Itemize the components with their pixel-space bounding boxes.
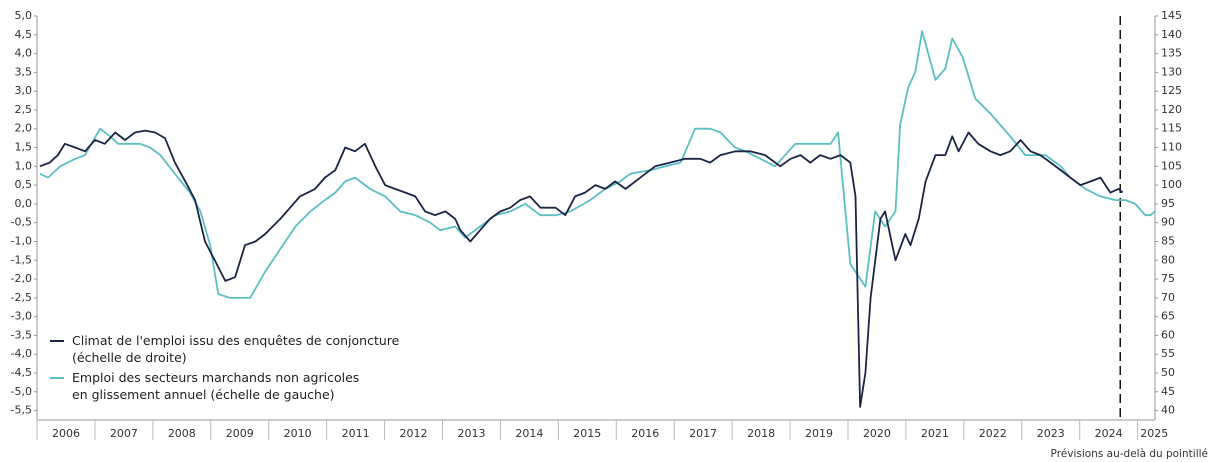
y-tick-label: 4,5: [15, 28, 33, 41]
x-tick-label: 2006: [52, 427, 80, 440]
x-tick-label: 2012: [400, 427, 428, 440]
y-tick-label: 2,5: [15, 103, 33, 116]
legend-swatch: [50, 377, 64, 379]
y-tick-label: -4,0: [11, 347, 32, 360]
x-tick-label: 2020: [863, 427, 891, 440]
x-tick-label: 2022: [979, 427, 1007, 440]
y2-tick-label: 140: [1161, 28, 1182, 41]
y-tick-label: -5,5: [11, 404, 32, 417]
y-tick-label: 3,0: [15, 84, 33, 97]
legend-swatch: [50, 340, 64, 342]
series-line: [39, 30, 1156, 299]
y2-tick-label: 120: [1161, 103, 1182, 116]
series-line: [39, 129, 1124, 408]
y2-tick-label: 95: [1161, 197, 1175, 210]
legend: Climat de l'emploi issu des enquêtes de …: [44, 330, 406, 410]
y-tick-label: -3,0: [11, 310, 32, 323]
legend-entry: Climat de l'emploi issu des enquêtes de …: [50, 332, 399, 366]
x-tick-label: 2010: [284, 427, 312, 440]
y2-tick-label: 80: [1161, 253, 1175, 266]
x-tick-label: 2017: [689, 427, 717, 440]
x-tick-label: 2023: [1037, 427, 1065, 440]
y2-tick-label: 115: [1161, 122, 1182, 135]
x-tick-label: 2016: [631, 427, 659, 440]
y2-tick-label: 90: [1161, 216, 1175, 229]
x-tick-label: 2009: [226, 427, 254, 440]
x-tick-label: 2013: [457, 427, 485, 440]
y-tick-label: 0,5: [15, 178, 33, 191]
y-tick-label: 5,0: [15, 9, 33, 22]
legend-label: Climat de l'emploi issu des enquêtes de …: [72, 333, 400, 365]
y2-tick-label: 100: [1161, 178, 1182, 191]
x-tick-label: 2025: [1140, 427, 1168, 440]
y2-tick-label: 65: [1161, 310, 1175, 323]
y2-tick-label: 60: [1161, 328, 1175, 341]
y2-tick-label: 145: [1161, 9, 1182, 22]
x-tick-label: 2024: [1095, 427, 1123, 440]
x-tick-label: 2015: [573, 427, 601, 440]
y2-tick-label: 110: [1161, 141, 1182, 154]
legend-entry: Emploi des secteurs marchands non agrico…: [50, 369, 399, 403]
y2-tick-label: 70: [1161, 291, 1175, 304]
x-tick-label: 2011: [342, 427, 370, 440]
x-tick-label: 2019: [805, 427, 833, 440]
annotation: Prévisions au-delà du pointillé: [1051, 448, 1208, 460]
y-tick-label: -4,5: [11, 366, 32, 379]
y-tick-label: 1,0: [15, 159, 33, 172]
y2-tick-label: 130: [1161, 65, 1182, 78]
y-tick-label: -0,5: [11, 216, 32, 229]
y-tick-label: 1,5: [15, 141, 33, 154]
y-tick-label: -5,0: [11, 385, 32, 398]
x-tick-label: 2021: [921, 427, 949, 440]
y-tick-label: -1,5: [11, 253, 32, 266]
x-tick-label: 2007: [110, 427, 138, 440]
y2-tick-label: 45: [1161, 385, 1175, 398]
y2-tick-label: 85: [1161, 234, 1175, 247]
y2-tick-label: 40: [1161, 404, 1175, 417]
y-tick-label: -3,5: [11, 328, 32, 341]
y2-tick-label: 135: [1161, 47, 1182, 60]
x-tick-label: 2014: [515, 427, 543, 440]
x-tick-label: 2018: [747, 427, 775, 440]
y-tick-label: 3,5: [15, 65, 33, 78]
legend-label: Emploi des secteurs marchands non agrico…: [72, 370, 360, 402]
y-tick-label: 4,0: [15, 47, 33, 60]
y2-tick-label: 75: [1161, 272, 1175, 285]
y-tick-label: -2,0: [11, 272, 32, 285]
y2-tick-label: 105: [1161, 159, 1182, 172]
x-tick-label: 2008: [168, 427, 196, 440]
y-tick-label: -2,5: [11, 291, 32, 304]
y-tick-label: -1,0: [11, 234, 32, 247]
y2-tick-label: 55: [1161, 347, 1175, 360]
y-tick-label: 2,0: [15, 122, 33, 135]
y-tick-label: 0,0: [15, 197, 33, 210]
y2-tick-label: 125: [1161, 84, 1182, 97]
y2-tick-label: 50: [1161, 366, 1175, 379]
